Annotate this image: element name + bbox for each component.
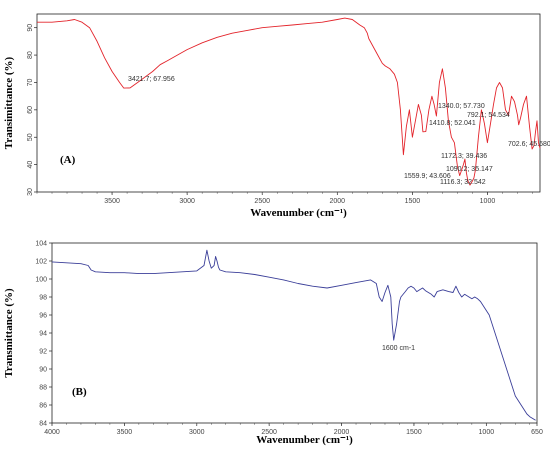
peak-annotation: 1410.8; 52.041 bbox=[429, 120, 476, 127]
peak-annotation: 1116.3; 32.542 bbox=[440, 179, 486, 186]
y-tick-label: 70 bbox=[27, 78, 34, 86]
y-tick-label: 100 bbox=[35, 277, 47, 284]
spectrum-line bbox=[37, 17, 541, 186]
peak-annotation: 792.1; 54.534 bbox=[467, 112, 510, 119]
y-tick-label: 40 bbox=[27, 161, 34, 169]
x-tick-label: 1500 bbox=[405, 198, 421, 205]
spectrum-line bbox=[51, 249, 536, 421]
x-tick-label: 2500 bbox=[261, 429, 277, 436]
y-axis-title: Transmittance (%) bbox=[3, 288, 15, 378]
y-tick-label: 104 bbox=[35, 241, 47, 248]
y-tick-label: 50 bbox=[27, 133, 34, 141]
peak-annotation: 1340.0; 57.730 bbox=[438, 103, 485, 110]
y-tick-label: 30 bbox=[27, 188, 34, 196]
x-tick-label: 650 bbox=[531, 429, 543, 436]
panel-b-chart: 4000 3500 3000 2500 2000 1500 1000 650 84 86 88 90 9… bbox=[3, 241, 543, 447]
x-tick-label: 1000 bbox=[479, 429, 495, 436]
x-tick-label: 3000 bbox=[179, 198, 195, 205]
x-tick-label: 3500 bbox=[117, 429, 133, 436]
peak-annotation: 3421.7; 67.956 bbox=[128, 76, 175, 83]
plot-frame bbox=[36, 13, 541, 193]
x-tick-label: 1000 bbox=[480, 198, 496, 205]
peak-annotation: 1559.9; 43.606 bbox=[404, 173, 451, 180]
peak-annotation: 1172.3; 39.436 bbox=[441, 153, 487, 160]
y-tick-label: 80 bbox=[27, 51, 34, 59]
x-tick-label: 3500 bbox=[104, 198, 120, 205]
x-tick-label: 3000 bbox=[189, 429, 205, 436]
x-tick-label: 1500 bbox=[406, 429, 422, 436]
y-tick-label: 90 bbox=[27, 24, 34, 32]
y-tick-label: 90 bbox=[39, 367, 47, 374]
x-tick-label: 2000 bbox=[330, 198, 346, 205]
y-tick-label: 86 bbox=[39, 403, 47, 410]
y-tick-label: 96 bbox=[39, 313, 47, 320]
peak-annotation: 1090.2; 35.147 bbox=[446, 166, 493, 173]
panel-a-chart: 3500 3000 2500 2000 1500 1000 30 40 50 60 70 80 90 34… bbox=[3, 13, 550, 219]
y-tick-label: 84 bbox=[39, 421, 47, 428]
y-tick-label: 94 bbox=[39, 331, 47, 338]
x-tick-label: 4000 bbox=[44, 429, 60, 436]
x-tick-label: 2000 bbox=[334, 429, 350, 436]
peak-annotation: 1600 cm-1 bbox=[382, 345, 415, 352]
y-tick-label: 92 bbox=[39, 349, 47, 356]
x-axis-title: Wavenumber (cm⁻¹) bbox=[256, 434, 353, 446]
panel-label: (B) bbox=[72, 386, 87, 398]
peak-annotation: 702.6; 45.680 bbox=[508, 141, 550, 148]
y-tick-label: 88 bbox=[39, 385, 47, 392]
y-tick-label: 60 bbox=[27, 106, 34, 114]
panel-label: (A) bbox=[60, 154, 76, 166]
x-axis-title: Wavenumber (cm⁻¹) bbox=[250, 207, 347, 219]
y-axis-title: Transimittance (%) bbox=[3, 56, 15, 149]
y-tick-label: 102 bbox=[35, 259, 47, 266]
plot-frame bbox=[51, 242, 538, 424]
y-tick-label: 98 bbox=[39, 295, 47, 302]
x-tick-label: 2500 bbox=[254, 198, 270, 205]
